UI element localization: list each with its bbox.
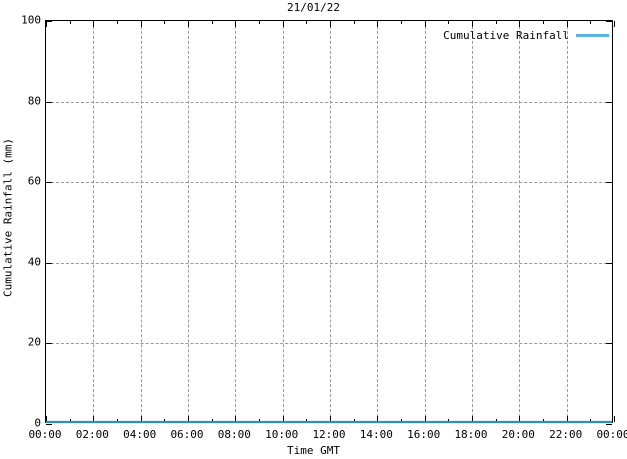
x-axis-tick-label: 20:00 bbox=[501, 428, 535, 441]
x-axis-minor-tick bbox=[211, 419, 213, 422]
y-axis-tick bbox=[46, 21, 52, 22]
x-axis-tick bbox=[282, 416, 284, 422]
x-axis-minor-tick bbox=[353, 419, 355, 422]
x-axis-minor-tick bbox=[69, 21, 71, 24]
y-axis-tick bbox=[46, 182, 52, 184]
y-axis-tick-label: 100 bbox=[21, 13, 41, 27]
y-axis-tick bbox=[606, 343, 612, 345]
x-axis-tick bbox=[614, 21, 615, 27]
y-axis-tick bbox=[606, 101, 612, 103]
y-axis-tick bbox=[46, 101, 52, 103]
x-axis-minor-tick bbox=[590, 419, 592, 422]
x-axis-tick bbox=[472, 21, 473, 27]
x-axis-tick bbox=[424, 416, 426, 422]
x-axis-tick-label: 00:00 bbox=[596, 428, 627, 441]
legend-line-swatch-icon bbox=[576, 34, 609, 37]
x-axis-tick bbox=[93, 416, 95, 422]
chart-title: 21/01/22 bbox=[287, 1, 340, 14]
x-axis-tick-label: 08:00 bbox=[217, 428, 251, 441]
y-axis-tick bbox=[606, 182, 612, 184]
x-axis-tick-label: 06:00 bbox=[170, 428, 204, 441]
y-axis-tick-label: 40 bbox=[27, 255, 41, 269]
x-axis-minor-tick bbox=[259, 21, 260, 24]
x-axis-minor-tick bbox=[259, 419, 260, 422]
y-axis-tick bbox=[606, 262, 612, 264]
x-axis-tick-label: 00:00 bbox=[28, 428, 62, 441]
x-axis-minor-tick bbox=[117, 21, 118, 24]
x-axis-tick-label: 04:00 bbox=[123, 428, 157, 441]
x-axis-tick bbox=[188, 416, 189, 422]
x-axis-minor-tick bbox=[495, 21, 497, 24]
x-axis-tick bbox=[519, 416, 521, 422]
x-axis-tick bbox=[46, 21, 47, 27]
x-axis-tick bbox=[614, 416, 615, 422]
y-axis-tick-label: 80 bbox=[27, 94, 41, 108]
x-axis-tick-label: 02:00 bbox=[75, 428, 109, 441]
x-axis-tick-label: 18:00 bbox=[454, 428, 488, 441]
x-axis-tick bbox=[472, 416, 473, 422]
x-axis-minor-tick bbox=[543, 21, 544, 24]
x-axis-minor-tick bbox=[448, 21, 450, 24]
x-axis-tick bbox=[235, 416, 237, 422]
x-axis-tick bbox=[566, 416, 568, 422]
x-axis-tick bbox=[188, 21, 189, 27]
y-axis-tick bbox=[46, 262, 52, 264]
x-axis-tick-label: 12:00 bbox=[312, 428, 346, 441]
x-axis-minor-tick bbox=[401, 21, 402, 24]
y-axis-tick bbox=[46, 424, 52, 425]
x-axis-tick bbox=[566, 21, 568, 27]
x-axis-minor-tick bbox=[543, 419, 544, 422]
x-axis-tick bbox=[424, 21, 426, 27]
x-axis-tick bbox=[140, 21, 142, 27]
x-axis-tick-label: 14:00 bbox=[359, 428, 393, 441]
x-axis-minor-tick bbox=[401, 419, 402, 422]
x-axis-tick-label: 16:00 bbox=[407, 428, 441, 441]
x-axis-tick bbox=[235, 21, 237, 27]
y-axis-tick-label: 60 bbox=[27, 174, 41, 188]
x-axis-minor-tick bbox=[353, 21, 355, 24]
x-axis-tick bbox=[93, 21, 95, 27]
x-axis-minor-tick bbox=[495, 419, 497, 422]
x-axis-tick bbox=[282, 21, 284, 27]
y-axis-tick-label: 20 bbox=[27, 335, 41, 349]
x-axis-tick bbox=[377, 21, 379, 27]
x-axis-tick bbox=[46, 416, 47, 422]
x-axis-tick-label: 22:00 bbox=[549, 428, 583, 441]
x-axis-tick bbox=[519, 21, 521, 27]
x-axis-minor-tick bbox=[448, 419, 450, 422]
x-axis-minor-tick bbox=[590, 21, 592, 24]
x-axis-minor-tick bbox=[164, 21, 166, 24]
chart-legend: Cumulative Rainfall bbox=[443, 29, 609, 42]
x-axis-minor-tick bbox=[306, 419, 308, 422]
x-axis-minor-tick bbox=[69, 419, 71, 422]
series-layer bbox=[46, 21, 612, 422]
legend-label-cumulative-rainfall: Cumulative Rainfall bbox=[443, 29, 569, 42]
y-axis-tick bbox=[46, 343, 52, 345]
x-axis-tick bbox=[330, 416, 331, 422]
x-axis-minor-tick bbox=[117, 419, 118, 422]
plot-area: Cumulative Rainfall bbox=[45, 20, 615, 425]
x-axis-title: Time GMT bbox=[287, 444, 340, 457]
y-axis-tick bbox=[606, 21, 612, 22]
y-axis-title: Cumulative Rainfall (mm) bbox=[1, 138, 15, 297]
x-axis-minor-tick bbox=[306, 21, 308, 24]
x-axis-tick bbox=[330, 21, 331, 27]
x-axis-tick-label: 10:00 bbox=[265, 428, 299, 441]
y-axis-tick bbox=[606, 424, 612, 425]
y-axis-tick-label: 0 bbox=[34, 416, 41, 430]
x-axis-minor-tick bbox=[211, 21, 213, 24]
x-axis-minor-tick bbox=[164, 419, 166, 422]
x-axis-tick bbox=[140, 416, 142, 422]
x-axis-tick bbox=[377, 416, 379, 422]
